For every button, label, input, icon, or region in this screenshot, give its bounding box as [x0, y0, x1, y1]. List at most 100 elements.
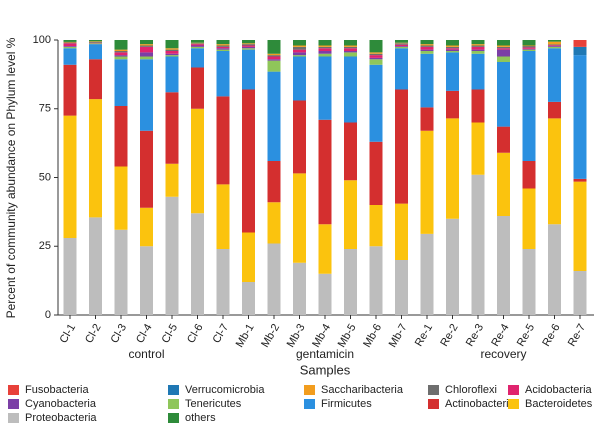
legend-label: Acidobacteria [525, 384, 593, 396]
bar-segment [293, 49, 306, 53]
legend-swatch [428, 399, 439, 409]
group-label: control [128, 347, 164, 361]
bar-segment [114, 166, 128, 230]
bar-segment [446, 46, 459, 49]
bar-segment [471, 40, 485, 45]
bar-segment [267, 202, 281, 244]
bar-segment [242, 46, 255, 49]
bar-segment [573, 178, 587, 182]
bar-segment [293, 52, 306, 56]
bar-segment [522, 40, 536, 46]
bar-segment [497, 40, 510, 46]
bar-segment [446, 90, 459, 119]
bar-segment [344, 40, 357, 46]
bar-segment [267, 55, 281, 57]
bar-segment [89, 42, 102, 44]
bar-segment [191, 44, 204, 46]
x-tick-label: Mb-7 [387, 322, 410, 350]
legend-swatch [508, 385, 519, 395]
bar-segment [420, 44, 434, 46]
bar-segment [573, 181, 587, 271]
bar-segment [89, 43, 102, 45]
bar-segment [242, 89, 255, 233]
bar-segment [318, 53, 332, 57]
bar-segment [395, 44, 408, 47]
bar-segment [344, 45, 357, 47]
bar-segment [344, 48, 357, 51]
bar-segment [140, 40, 153, 45]
legend-label: Bacteroidetes [525, 398, 593, 410]
bar-segment [395, 260, 408, 315]
bar-segment [471, 89, 485, 123]
bar-segment [497, 46, 510, 49]
y-tick-label: 100 [33, 34, 51, 46]
bar-segment [89, 99, 102, 218]
bar-segment [573, 46, 587, 56]
bar-segment [573, 40, 587, 47]
bar-segment [446, 49, 459, 51]
bar-segment [344, 56, 357, 123]
bar-segment [395, 43, 408, 45]
legend-swatch [168, 385, 179, 395]
legend-swatch [508, 399, 519, 409]
bar-segment [267, 40, 281, 54]
bar-segment [140, 46, 153, 53]
bar-segment [395, 203, 408, 260]
bar-segment [318, 46, 332, 49]
bar-segment [471, 51, 485, 54]
x-tick-label: Mb-5 [336, 322, 359, 350]
legend-label: Tenericutes [185, 398, 242, 410]
legend-label: Actinobacteria [445, 398, 516, 410]
bar-segment [369, 141, 383, 205]
legend-swatch [304, 399, 315, 409]
bar-segment [395, 48, 408, 90]
bar-segment [216, 48, 230, 50]
x-tick-label: Cl-1 [58, 322, 78, 345]
bar-segment [420, 49, 434, 51]
bar-segment [114, 59, 128, 106]
bar-segment [216, 96, 230, 185]
bar-segment [420, 45, 434, 47]
bar-segment [293, 46, 306, 50]
bar-segment [140, 246, 153, 315]
group-label: gentamicin [296, 347, 354, 361]
legend-label: Saccharibacteria [321, 384, 404, 396]
bar-segment [522, 45, 536, 47]
bar-segment [242, 49, 255, 90]
bar-segment [497, 49, 510, 57]
bar-segment [471, 122, 485, 175]
bar-segment [242, 48, 255, 50]
bar-segment [420, 107, 434, 131]
bar-segment [293, 56, 306, 101]
bar-segment [344, 46, 357, 49]
bar-segment [318, 273, 332, 315]
legend-swatch [428, 385, 439, 395]
bar-segment [318, 48, 332, 51]
x-tick-label: Cl-5 [160, 322, 180, 345]
bar-segment [165, 53, 179, 56]
bar-segment [573, 55, 587, 179]
bar-segment [191, 43, 204, 45]
bar-segment [318, 40, 332, 46]
y-tick-label: 75 [39, 103, 51, 115]
bar-segment [63, 46, 77, 47]
bar-segment [293, 100, 306, 174]
bar-segment [548, 46, 561, 49]
bar-segment [471, 53, 485, 90]
bar-segment [267, 56, 281, 60]
bar-segment [369, 55, 383, 58]
x-tick-label: Re-4 [489, 322, 511, 349]
bar-segment [369, 246, 383, 315]
bar-segment [242, 43, 255, 45]
bar-segment [395, 89, 408, 204]
legend-label: Cyanobacteria [25, 398, 97, 410]
bar-segment [89, 217, 102, 315]
bar-segment [216, 45, 230, 47]
bar-segment [242, 40, 255, 44]
x-tick-label: Re-2 [438, 322, 460, 349]
bar-segment [114, 55, 128, 57]
legend-swatch [304, 385, 315, 395]
bar-segment [293, 55, 306, 57]
x-tick-label: Re-1 [413, 322, 435, 349]
